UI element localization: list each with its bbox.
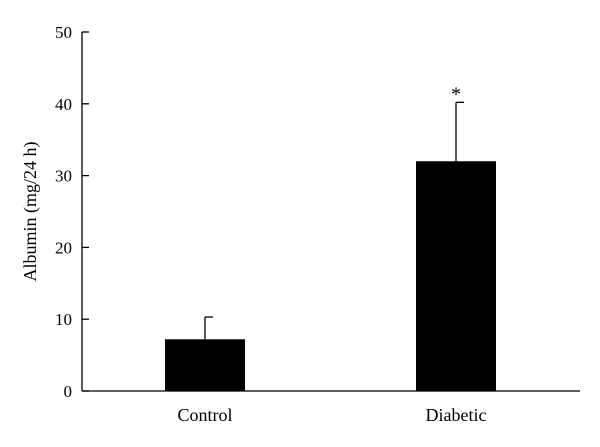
error-bars — [204, 101, 464, 340]
x-axis: Control Diabetic — [82, 390, 580, 425]
x-tick-label-diabetic: Diabetic — [426, 405, 487, 425]
y-tick-label: 30 — [55, 167, 72, 186]
significance-marker: * — [451, 83, 461, 105]
y-tick-label: 50 — [55, 23, 72, 42]
bar-control — [165, 339, 245, 391]
y-axis: 0 10 20 30 40 50 — [55, 23, 89, 401]
y-tick-label: 0 — [64, 382, 73, 401]
bars — [165, 161, 496, 391]
y-tick-label: 40 — [55, 95, 72, 114]
x-tick-label-control: Control — [177, 405, 232, 425]
bar-diabetic — [416, 161, 496, 391]
annotations: * — [451, 83, 461, 105]
y-tick-label: 10 — [55, 310, 72, 329]
y-tick-label: 20 — [55, 238, 72, 257]
y-axis-title: Albumin (mg/24 h) — [20, 142, 41, 282]
